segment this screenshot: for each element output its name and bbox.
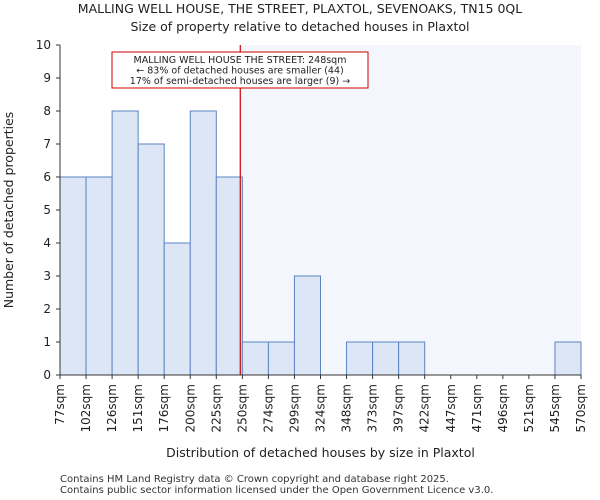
y-tick-label: 3 [43, 269, 51, 283]
histogram-bar [163, 242, 191, 376]
x-tick-label: 200sqm [183, 384, 197, 432]
x-tick-label: 422sqm [418, 384, 432, 432]
histogram-bar [215, 176, 243, 376]
annotation-line: ← 83% of detached houses are smaller (44… [136, 66, 343, 77]
y-tick-label: 2 [43, 302, 51, 316]
y-tick-label: 0 [43, 368, 51, 382]
x-tick-label: 299sqm [287, 384, 301, 432]
histogram-bar [241, 341, 269, 376]
y-tick-label: 1 [43, 335, 51, 349]
histogram-bar [398, 341, 426, 376]
histogram-bar [189, 110, 217, 376]
annotation-box [111, 51, 369, 89]
x-tick-label: 545sqm [548, 384, 562, 432]
x-tick-label: 496sqm [496, 384, 510, 432]
y-tick-label: 6 [43, 170, 51, 184]
annotation-line: MALLING WELL HOUSE THE STREET: 248sqm [134, 55, 347, 66]
x-tick-label: 521sqm [522, 384, 536, 432]
x-tick-label: 250sqm [235, 384, 249, 432]
x-tick-label: 176sqm [157, 384, 171, 432]
histogram-bar [111, 110, 139, 376]
y-tick-label: 8 [43, 104, 51, 118]
x-tick-label: 126sqm [105, 384, 119, 432]
x-tick-label: 77sqm [53, 384, 67, 425]
chart-title: MALLING WELL HOUSE, THE STREET, PLAXTOL,… [77, 1, 523, 16]
y-tick-label: 9 [43, 71, 51, 85]
x-tick-label: 570sqm [574, 384, 588, 432]
histogram-bar [267, 341, 295, 376]
y-tick-label: 7 [43, 137, 51, 151]
histogram-bar [85, 176, 113, 376]
x-tick-label: 102sqm [79, 384, 93, 432]
y-axis-title: Number of detached properties [1, 112, 16, 309]
annotation-line: 17% of semi-detached houses are larger (… [130, 76, 350, 87]
x-tick-label: 274sqm [261, 384, 275, 432]
footer-licence: Contains public sector information licen… [60, 485, 494, 496]
histogram-bar [554, 341, 582, 376]
histogram-bar [372, 341, 400, 376]
histogram-bar [346, 341, 374, 376]
histogram-bar [59, 176, 87, 376]
x-tick-label: 373sqm [366, 384, 380, 432]
x-tick-label: 447sqm [444, 384, 458, 432]
chart-subtitle: Size of property relative to detached ho… [130, 19, 470, 34]
x-tick-label: 397sqm [392, 384, 406, 432]
y-tick-label: 5 [43, 203, 51, 217]
x-tick-label: 225sqm [209, 384, 223, 432]
x-axis-title: Distribution of detached houses by size … [166, 445, 475, 460]
y-tick-label: 10 [36, 38, 51, 52]
histogram-bar [293, 275, 322, 376]
larger-region-shade [240, 45, 582, 375]
x-tick-label: 151sqm [131, 384, 145, 432]
footer-copyright: Contains HM Land Registry data © Crown c… [60, 474, 449, 485]
x-tick-label: 348sqm [340, 384, 354, 432]
histogram-bar [137, 143, 165, 376]
x-tick-label: 324sqm [314, 384, 328, 432]
y-tick-label: 4 [43, 236, 51, 250]
x-tick-label: 471sqm [470, 384, 484, 432]
